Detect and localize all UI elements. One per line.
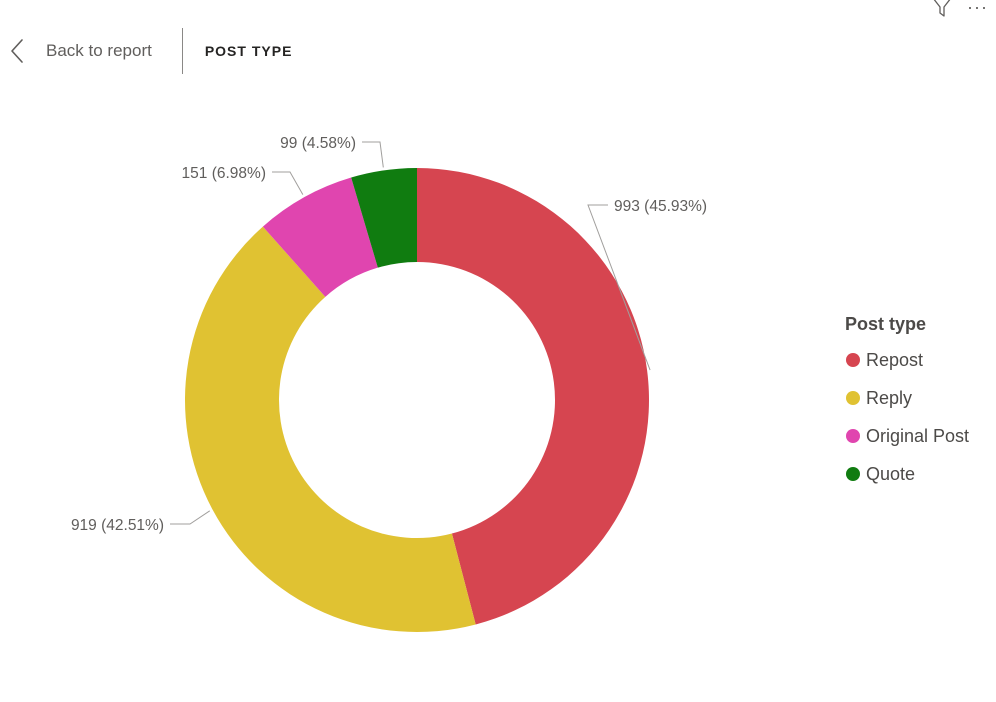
donut-slice-reply[interactable] [184,226,476,632]
data-label: 993 (45.93%) [614,198,707,215]
legend-swatch [846,467,860,481]
chevron-left-icon [10,38,24,64]
donut-slice-original-post[interactable] [262,177,378,297]
leader-line [272,171,304,195]
legend-swatch [846,391,860,405]
legend-item[interactable]: Quote [845,455,969,493]
legend-swatch [846,353,860,367]
back-to-report-button[interactable]: Back to report [0,28,182,74]
page-title: POST TYPE [204,43,293,59]
data-label: 99 (4.58%) [280,135,356,152]
legend-item[interactable]: Repost [845,341,969,379]
header-divider [181,28,183,74]
legend-label: Original Post [866,425,970,446]
leader-line [170,510,211,525]
legend-label: Quote [866,463,916,484]
legend-swatch [846,429,860,443]
filter-icon[interactable] [931,0,953,18]
legend-title: Post type [845,314,927,334]
data-label: 919 (42.51%) [71,517,164,534]
data-label: 151 (6.98%) [182,165,266,182]
drillthrough-header: Back to report POST TYPE [0,28,292,74]
leader-line [587,204,651,371]
more-options-icon[interactable]: ··· [967,0,988,17]
donut-slice-quote[interactable] [351,168,417,268]
leader-line [362,141,384,168]
legend-item[interactable]: Original Post [845,417,969,455]
chart-legend: Post type Repost Reply Original Post Quote [845,314,969,493]
back-to-report-label: Back to report [46,41,152,60]
legend-label: Reply [866,387,913,408]
visual-header-icons: ··· [931,0,988,18]
legend-label: Repost [866,349,924,370]
donut-slice-repost[interactable] [417,168,649,625]
legend-item[interactable]: Reply [845,379,969,417]
